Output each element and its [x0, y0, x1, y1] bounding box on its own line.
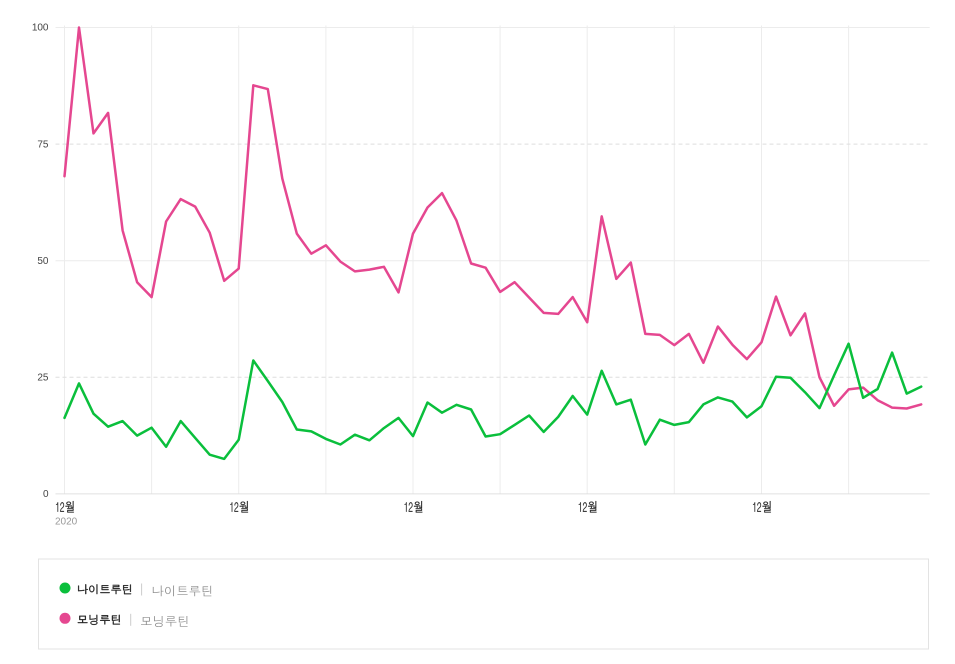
- svg-text:50: 50: [37, 256, 49, 267]
- svg-text:0: 0: [43, 489, 49, 500]
- svg-text:75: 75: [37, 139, 49, 150]
- svg-text:25: 25: [37, 373, 49, 384]
- svg-text:100: 100: [32, 23, 49, 34]
- svg-text:2020: 2020: [55, 517, 78, 528]
